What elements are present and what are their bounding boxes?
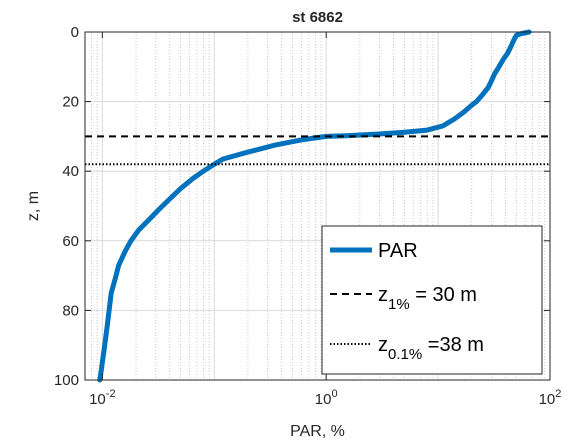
plot-lines [85, 29, 550, 383]
axes-box [84, 31, 551, 381]
y-tick-label: 100 [54, 372, 79, 389]
chart-title: st 6862 [292, 9, 343, 26]
y-tick-label: 80 [62, 302, 79, 319]
x-tick-label: 10-2 [89, 388, 115, 408]
legend-label-z1: z1% = 30 m [378, 284, 477, 313]
y-tick-label: 0 [71, 24, 79, 41]
legend: PAR z1% = 30 m z0.1% =38 m [321, 225, 543, 375]
x-tick-label: 102 [539, 388, 562, 408]
x-tick-label: 100 [315, 388, 338, 408]
ticks: 10-2 100 102 0 20 40 60 80 100 [54, 24, 561, 408]
x-axis-label: PAR, % [290, 423, 345, 440]
y-tick-label: 40 [62, 163, 79, 180]
legend-label-par: PAR [378, 240, 418, 262]
y-axis-label: z, m [25, 191, 42, 221]
par-profile-line [97, 29, 532, 383]
y-tick-label: 60 [62, 233, 79, 250]
legend-label-z01: z0.1% =38 m [378, 334, 484, 363]
y-tick-label: 20 [62, 94, 79, 111]
grid [84, 31, 550, 381]
